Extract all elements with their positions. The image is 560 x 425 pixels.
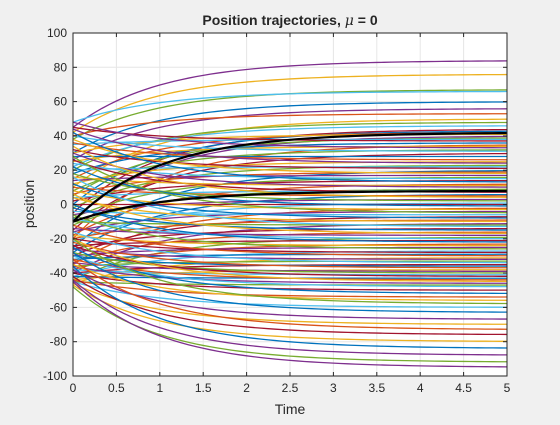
y-tick-label: -100: [43, 369, 67, 383]
y-tick-label: 0: [60, 198, 67, 212]
trajectory-line-35: [72, 138, 508, 175]
trajectory-line-81: [72, 238, 508, 254]
chart-title: Position trajectories, μ = 0: [202, 12, 377, 29]
y-tick-label: 100: [47, 26, 67, 40]
trajectory-line-16: [72, 137, 508, 197]
trajectory-line-75: [72, 203, 508, 243]
trajectory-line-71: [72, 227, 507, 236]
trajectory-line-6: [72, 108, 508, 161]
x-tick-label: 5: [504, 381, 511, 395]
trajectory-line-2: [72, 73, 508, 134]
trajectory-line-111: [72, 258, 508, 330]
y-tick-label: 60: [54, 95, 68, 109]
trajectory-line-112: [72, 275, 508, 336]
trajectory-line-36: [72, 174, 507, 182]
x-tick-label: 3.5: [368, 381, 385, 395]
trajectory-line-62: [72, 219, 508, 240]
chart-title-tail: = 0: [354, 12, 378, 28]
trajectory-line-105: [72, 263, 508, 301]
y-tick-label: -60: [50, 300, 68, 314]
trajectory-line-58: [72, 155, 508, 214]
y-tick-label: -40: [50, 266, 68, 280]
y-tick-label: 80: [54, 60, 68, 74]
trajectory-line-79: [72, 214, 508, 250]
trajectory-line-102: [72, 272, 508, 291]
trajectory-line-85: [72, 248, 508, 260]
x-tick-label: 3: [330, 381, 337, 395]
x-tick-label: 1: [156, 381, 163, 395]
trajectory-line-7: [72, 113, 508, 137]
trajectory-line-65: [72, 221, 508, 226]
trajectory-line-27: [72, 142, 508, 161]
trajectory-line-4: [72, 90, 508, 123]
trajectory-line-5: [72, 101, 508, 154]
trajectory-line-73: [72, 217, 508, 240]
trajectory-line-59: [72, 210, 508, 216]
trajectory-line-25: [72, 152, 508, 231]
mean-trajectory-line-2: [72, 189, 508, 223]
chart-title-text: Position trajectories,: [202, 12, 344, 28]
trajectory-line-104: [72, 279, 508, 298]
trajectory-line-68: [72, 207, 508, 231]
trajectory-line-40: [72, 131, 508, 183]
y-axis-label: position: [21, 180, 37, 228]
trajectory-line-50: [72, 198, 508, 216]
trajectory-line-113: [72, 284, 508, 342]
trajectory-line-106: [72, 238, 508, 305]
trajectory-line-48: [72, 186, 508, 197]
trajectory-line-87: [72, 231, 508, 264]
trajectory-line-22: [72, 121, 508, 149]
mean-lines: [72, 131, 508, 223]
x-tick-label: 4.5: [455, 381, 472, 395]
x-tick-label: 0: [70, 381, 77, 395]
trajectory-line-78: [72, 246, 508, 257]
x-tick-label: 4: [417, 381, 424, 395]
chart-title-symbol: μ: [345, 13, 354, 29]
trajectory-line-107: [72, 281, 508, 308]
trajectory-line-117: [72, 281, 508, 368]
y-tick-label: -20: [50, 232, 68, 246]
trajectory-line-115: [72, 279, 508, 356]
trajectory-line-77: [72, 234, 508, 247]
trajectory-line-93: [72, 251, 508, 274]
y-tick-label: -80: [50, 335, 68, 349]
trajectory-line-63: [72, 197, 508, 223]
trajectory-line-103: [72, 246, 508, 295]
trajectory-line-1: [72, 60, 508, 128]
trajectory-line-23: [72, 149, 508, 192]
trajectory-line-109: [72, 269, 508, 320]
x-tick-label: 1.5: [195, 381, 212, 395]
mean-trajectory-line-1: [72, 131, 508, 223]
trajectory-line-29: [72, 128, 508, 164]
trajectory-line-92: [72, 262, 508, 272]
trajectory-line-24: [72, 135, 508, 152]
trajectory-line-70: [72, 193, 508, 235]
trajectory-line-98: [72, 238, 508, 283]
trajectory-line-90: [72, 241, 508, 269]
x-tick-label: 2.5: [282, 381, 299, 395]
trajectory-line-37: [72, 176, 508, 219]
trajectory-line-10: [72, 125, 508, 168]
trajectory-line-108: [72, 251, 508, 313]
axis-ticks: 0 0.5 1 1.5 2 2.5 3 3.5 4 4.5 5 -100 -80 -60 -40 -20 0 20…: [43, 26, 511, 395]
trajectory-line-114: [72, 265, 508, 349]
x-tick-label: 0.5: [108, 381, 125, 395]
y-tick-label: 20: [54, 163, 68, 177]
x-axis-label: Time: [275, 401, 306, 417]
trajectory-line-83: [72, 224, 508, 257]
x-tick-label: 2: [243, 381, 250, 395]
trajectory-line-30: [72, 164, 508, 209]
trajectory-line-110: [72, 282, 508, 325]
y-tick-label: 40: [54, 129, 68, 143]
